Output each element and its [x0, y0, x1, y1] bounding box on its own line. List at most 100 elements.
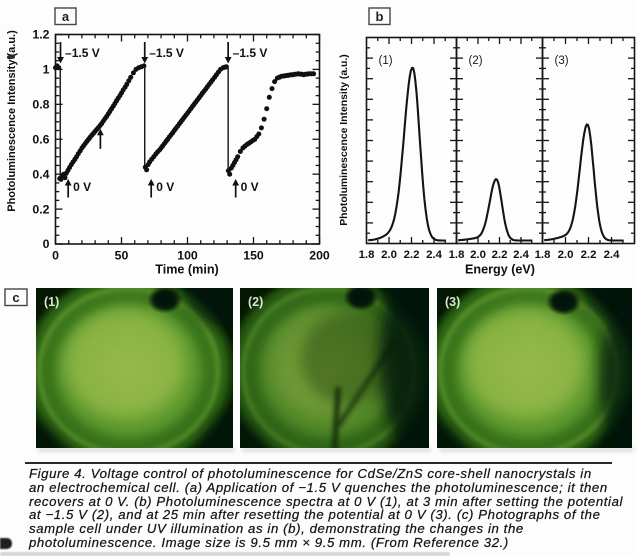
data-point: [223, 64, 229, 70]
scan-smudge-bottom-left: [0, 538, 12, 549]
x-tick-label: 1.8: [449, 249, 465, 261]
data-point: [227, 171, 233, 177]
x-tick-label: 150: [243, 249, 264, 263]
caption-line: recovers at 0 V. (b) Photoluminescence s…: [29, 493, 624, 509]
subpanel-label: (2): [469, 55, 483, 67]
photo-number-label: (2): [248, 295, 263, 309]
panel-a-letter-box: a: [54, 7, 77, 26]
arrow-head-icon: [141, 57, 149, 64]
x-tick-label: 2.0: [470, 249, 486, 261]
y-tick-label: 0.8: [32, 98, 49, 112]
caption-line: an electrochemical cell. (a) Application…: [29, 479, 608, 495]
arrow-head-icon: [232, 179, 240, 186]
data-point: [269, 86, 275, 92]
panel-c-letter: c: [12, 290, 19, 305]
data-point: [264, 106, 270, 112]
subpanel-label: (1): [379, 55, 393, 67]
arrow-head-icon: [224, 57, 232, 64]
arrow-head-icon: [64, 179, 72, 186]
subpanel-frame: [455, 36, 544, 245]
y-tick-label: 0.4: [32, 167, 49, 181]
subpanel-frame: [541, 36, 636, 245]
y-tick-label: 1: [43, 63, 50, 77]
photo-number-label: (3): [445, 295, 460, 309]
spectrum-curve: [458, 178, 533, 242]
panel-a-drop-lines: [59, 65, 229, 178]
data-point: [237, 149, 243, 154]
x-tick-label: 2.4: [426, 249, 442, 261]
panel-a-data-points: [53, 63, 317, 182]
spectrum-curve: [368, 66, 446, 242]
panel-a-ticks: [54, 33, 321, 245]
data-point: [256, 131, 262, 137]
data-point: [261, 116, 267, 122]
recover-voltage-label: 0 V: [73, 180, 91, 194]
data-point: [311, 71, 317, 77]
photo-cell: (3): [437, 288, 632, 448]
caption-line: Figure 4. Voltage control of photolumine…: [29, 466, 592, 481]
data-point: [128, 74, 134, 80]
y-tick-label: 0.2: [32, 202, 49, 216]
photo-cell: (2): [240, 288, 429, 448]
data-point: [144, 167, 150, 173]
caption-line: sample cell under UV illumination as in …: [29, 521, 524, 537]
x-tick-label: 0: [52, 249, 59, 263]
quench-voltage-label: –1.5 V: [65, 46, 100, 60]
caption-rule: [25, 462, 612, 464]
y-tick-label: 1.2: [32, 28, 49, 42]
x-tick-label: 1.8: [359, 249, 375, 261]
spectrum-curve: [544, 123, 624, 242]
x-tick-label: 2.2: [492, 249, 508, 261]
arrow-head-icon: [147, 179, 155, 186]
panel-b-tick-labels: 1.8 2.0 2.2 2.4 1.8 2.0 2.2 2.4 1.8 2.0 2.2 2.4: [359, 249, 620, 261]
caption-line: at −1.5 V (2), and at 25 min after reset…: [29, 507, 601, 523]
panel-b-subpanel-labels: (1) (2) (3): [379, 55, 569, 67]
panel-b-frames: [365, 36, 636, 245]
x-tick-label: 2.4: [604, 249, 620, 261]
panel-b-chart: 1.8 2.0 2.2 2.4 1.8 2.0 2.2 2.4 1.8 2.0 2.2 2.4 (1)…: [339, 36, 636, 277]
panel-b-letter: b: [376, 9, 384, 24]
subpanel-label: (3): [555, 55, 569, 67]
recover-voltage-label: 0 V: [241, 180, 259, 194]
recover-voltage-label: 0 V: [156, 180, 174, 194]
panel-a-ylabel: Photoluminescence Intensity (a.u.): [6, 30, 18, 212]
charts-canvas: a b 0 50 100 150 200 0 0.2 0.4 0.6 0.8 1 1.2 –1.5 V…: [6, 7, 636, 277]
panel-a-xlabel: Time (min): [155, 263, 218, 277]
photos-canvas: c (1) (2) (3): [4, 288, 634, 452]
panel-b-ylabel: Photoluminescence Intensity (a.u.): [339, 54, 350, 225]
figure-caption: Figure 4. Voltage control of photolumine…: [29, 467, 629, 550]
arrow-head-icon: [96, 128, 104, 136]
panel-b-ticks: [366, 37, 635, 244]
panel-a-tick-labels: 0 50 100 150 200 0 0.2 0.4 0.6 0.8 1 1.2: [32, 28, 330, 263]
scan-streak-bottom: [0, 552, 450, 556]
panel-a-letter: a: [62, 9, 70, 24]
data-point: [130, 70, 136, 76]
data-point: [62, 175, 68, 181]
x-tick-label: 2.0: [558, 249, 574, 261]
quench-voltage-label: –1.5 V: [149, 46, 184, 60]
x-tick-label: 50: [115, 249, 129, 263]
x-tick-label: 2.2: [581, 249, 597, 261]
panel-a-annotations: –1.5 V –1.5 V –1.5 V 0 V 0 V 0 V: [57, 42, 267, 198]
photo-number-label: (1): [44, 295, 59, 309]
data-point: [56, 65, 62, 71]
x-tick-label: 100: [177, 249, 198, 263]
panel-b-letter-box: b: [368, 7, 391, 26]
x-tick-label: 2.4: [513, 249, 529, 261]
panel-b-spectra-curves: [368, 66, 624, 242]
x-tick-label: 2.0: [381, 249, 397, 261]
x-tick-label: 1.8: [535, 249, 551, 261]
data-point: [235, 154, 241, 160]
panel-b-xlabel: Energy (eV): [465, 263, 535, 277]
data-point: [272, 79, 278, 85]
data-point: [258, 125, 264, 131]
y-tick-label: 0: [43, 237, 50, 251]
y-tick-label: 0.6: [32, 132, 49, 146]
caption-line: photoluminescence. Image size is 9.5 mm …: [29, 534, 509, 550]
photo-row: (1) (2) (3): [36, 288, 634, 452]
panel-c-letter-box: c: [4, 288, 28, 307]
data-point: [266, 94, 272, 100]
x-tick-label: 2.2: [404, 249, 420, 261]
